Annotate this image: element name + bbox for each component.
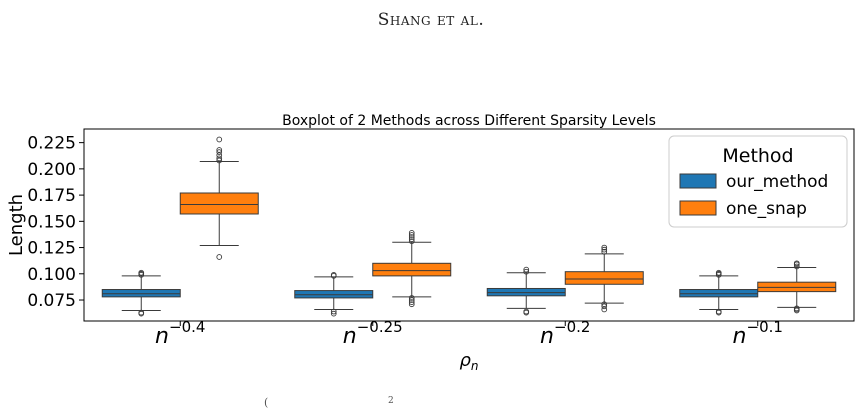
outlier-point — [715, 269, 722, 276]
box-body — [486, 287, 566, 297]
box-our_method-0 — [101, 269, 181, 317]
outlier-point — [408, 299, 415, 305]
outlier-point — [408, 297, 415, 303]
outlier-point — [216, 136, 223, 143]
legend-label-one_snap: one_snap — [726, 199, 807, 219]
outlier-point — [408, 236, 415, 243]
y-tick-label: 0.125 — [27, 239, 76, 259]
outlier-point — [793, 260, 800, 267]
outlier-point — [601, 248, 608, 255]
box-our_method-1 — [294, 271, 374, 317]
outlier-point — [216, 155, 223, 162]
bottom-fragment-paren: ( — [264, 396, 269, 409]
outlier-point — [793, 263, 800, 270]
outlier-point — [523, 268, 530, 275]
outlier-point — [523, 266, 530, 273]
y-tick-label: 0.175 — [27, 186, 76, 206]
outlier-point — [601, 246, 608, 253]
box-body — [679, 289, 759, 298]
outlier-point — [138, 309, 145, 316]
y-axis: 0.075 0.100 0.125 0.150 0.175 0.200 0.225 — [27, 134, 84, 311]
y-tick-label: 0.225 — [27, 134, 76, 154]
x-axis: n−0.4 n−0.25 n−0.2 n−0.1 — [155, 318, 783, 349]
legend-swatch-our_method — [679, 173, 717, 189]
outlier-point — [408, 234, 415, 240]
outlier-point — [715, 308, 722, 315]
chart-title: Boxplot of 2 Methods across Different Sp… — [282, 113, 656, 129]
x-axis-label-sub: n — [471, 359, 479, 373]
box-body — [179, 192, 259, 215]
outlier-point — [330, 310, 337, 317]
outlier-point — [408, 295, 415, 301]
box-our_method-2 — [486, 266, 566, 316]
legend: Method our_method one_snap — [668, 135, 848, 228]
legend-title: Method — [722, 145, 793, 167]
bottom-page-fragments: ( 2 — [0, 396, 862, 411]
box-body — [372, 262, 452, 277]
x-tick-label: n−0.2 — [540, 318, 590, 349]
outlier-point — [408, 232, 415, 238]
running-head: Shang et al. — [377, 10, 485, 30]
x-axis-label-main: ρ — [459, 350, 471, 371]
outlier-point — [216, 149, 223, 155]
outlier-point — [793, 305, 800, 312]
box-one_snap-3 — [757, 260, 837, 314]
x-tick-label: n−0.25 — [343, 318, 403, 349]
outlier-point — [601, 244, 608, 251]
outlier-point — [216, 254, 223, 260]
outlier-point — [216, 147, 223, 153]
y-axis-label: Length — [6, 194, 27, 256]
outlier-point — [408, 301, 415, 308]
box-body — [294, 290, 374, 299]
x-tick-label: n−0.1 — [733, 318, 783, 349]
legend-label-our_method: our_method — [726, 172, 828, 192]
bottom-fragment-two: 2 — [388, 396, 394, 406]
x-tick-label: n−0.4 — [155, 318, 205, 349]
box-body — [101, 289, 181, 298]
outlier-point — [330, 308, 337, 315]
outlier-point — [523, 308, 530, 315]
outlier-point — [408, 238, 415, 245]
box-one_snap-1 — [372, 230, 452, 308]
x-axis-label: ρn — [459, 350, 478, 373]
outlier-point — [601, 301, 608, 308]
y-tick-label: 0.100 — [27, 265, 76, 285]
outlier-point — [408, 230, 415, 236]
outlier-point — [138, 269, 145, 276]
boxplot-chart: Boxplot of 2 Methods across Different Sp… — [6, 113, 855, 373]
box-our_method-3 — [679, 269, 759, 316]
y-tick-label: 0.150 — [27, 212, 76, 232]
box-one_snap-0 — [179, 136, 259, 260]
boxes-layer — [101, 136, 837, 317]
box-one_snap-2 — [564, 244, 644, 313]
y-tick-label: 0.200 — [27, 160, 76, 180]
box-body — [564, 271, 644, 285]
outlier-point — [601, 303, 608, 310]
y-tick-label: 0.075 — [27, 291, 76, 311]
legend-swatch-one_snap — [679, 200, 717, 216]
box-body — [757, 281, 837, 293]
outlier-point — [330, 271, 337, 278]
plot-frame — [83, 128, 855, 322]
